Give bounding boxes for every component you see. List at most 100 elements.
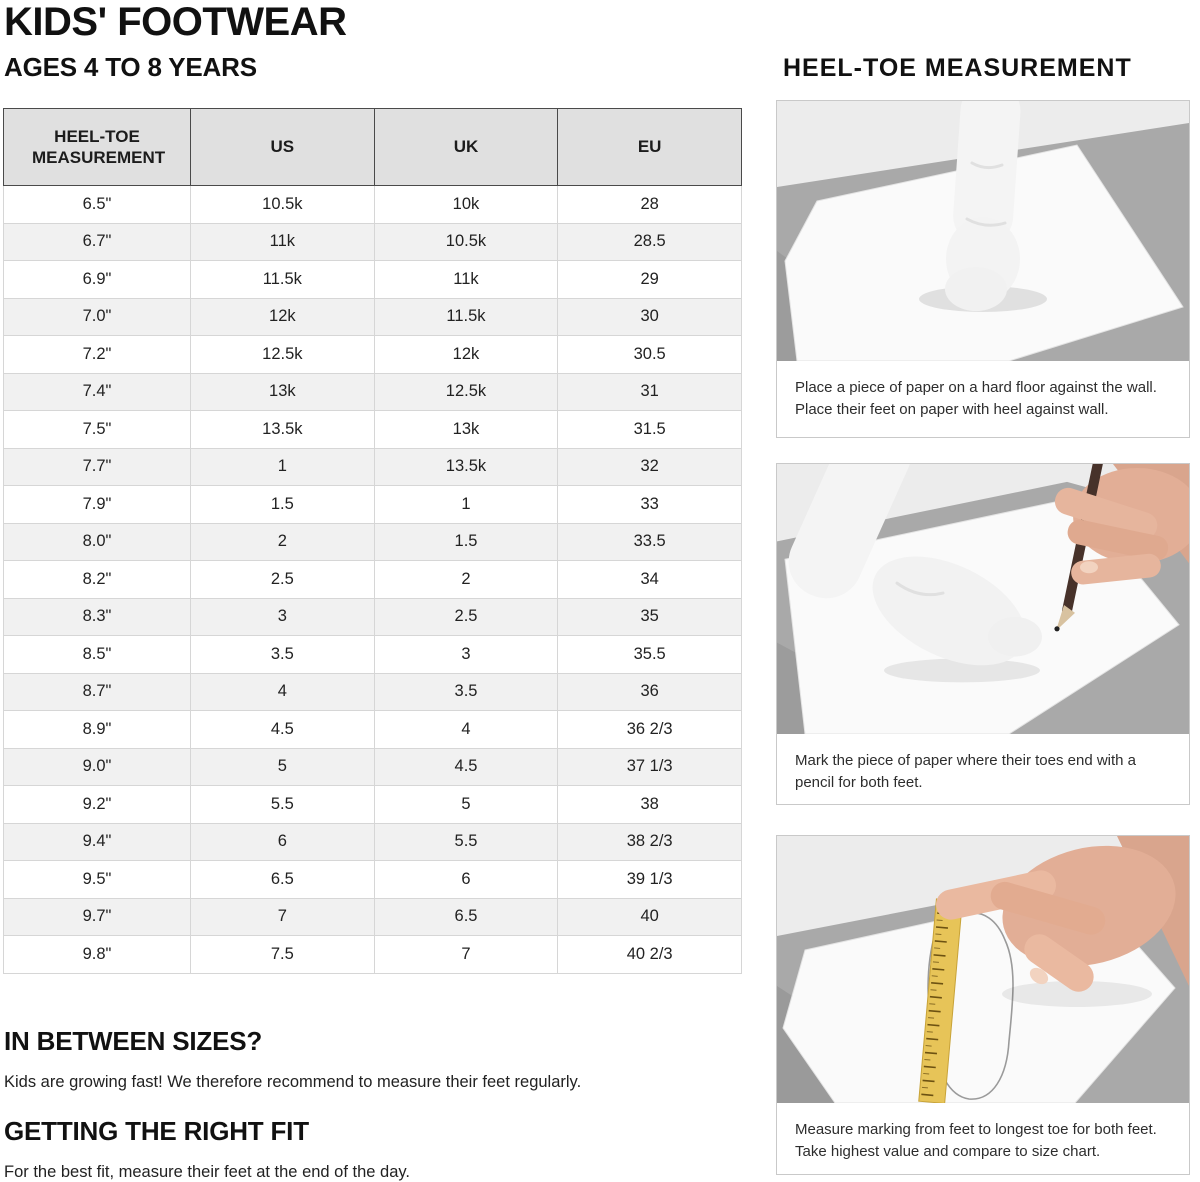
- size-chart-body: 6.5" 10.5k 10k 28 6.7" 11k 10.5k 28.5 6.9" 11.5k 1…: [3, 185, 742, 974]
- size-cell: 4: [373, 710, 559, 749]
- size-chart-column-header: UK: [373, 108, 559, 186]
- size-cell: 40 2/3: [557, 935, 742, 974]
- size-cell: 34: [557, 560, 742, 599]
- size-cell: 6.5: [373, 897, 559, 936]
- size-row: 7.9" 1.5 1 33: [3, 485, 742, 524]
- step-1-caption: Place a piece of paper on a hard floor a…: [795, 379, 1157, 418]
- size-cell: 1.5: [373, 522, 559, 561]
- size-cell: 5: [373, 785, 559, 824]
- size-cell: 11k: [190, 222, 375, 261]
- size-cell: 36 2/3: [557, 710, 742, 749]
- size-row: 9.8" 7.5 7 40 2/3: [3, 935, 742, 974]
- size-cell: 4: [190, 672, 375, 711]
- size-cell: 8.2": [3, 560, 191, 599]
- step-3-card: Measure marking from feet to longest toe…: [776, 835, 1190, 1175]
- size-row: 7.5" 13.5k 13k 31.5: [3, 410, 742, 449]
- size-cell: 4.5: [373, 747, 559, 786]
- size-cell: 10k: [373, 185, 559, 224]
- size-cell: 2: [190, 522, 375, 561]
- size-row: 8.3" 3 2.5 35: [3, 597, 742, 636]
- size-cell: 8.0": [3, 522, 191, 561]
- size-cell: 9.5": [3, 860, 191, 899]
- size-cell: 9.4": [3, 822, 191, 861]
- note-heading: IN BETWEEN SIZES?: [4, 1026, 263, 1056]
- size-cell: 12.5k: [190, 335, 375, 374]
- size-cell: 3.5: [190, 635, 375, 674]
- size-cell: 2: [373, 560, 559, 599]
- note-getting-the-right-fit: GETTING THE RIGHT FIT For the best fit, …: [4, 1116, 724, 1182]
- size-cell: 1: [373, 485, 559, 524]
- size-cell: 10.5k: [373, 222, 559, 261]
- step-2-caption: Mark the piece of paper where their toes…: [795, 752, 1137, 791]
- size-cell: 11.5k: [373, 297, 559, 336]
- size-chart-table: HEEL-TOE MEASUREMENT US UK EU 6.5" 10.5k 10k 2…: [3, 108, 742, 974]
- step-3-caption: Measure marking from feet to longest toe…: [795, 1121, 1157, 1160]
- size-row: 8.9" 4.5 4 36 2/3: [3, 710, 742, 749]
- size-cell: 2.5: [190, 560, 375, 599]
- size-row: 9.4" 6 5.5 38 2/3: [3, 822, 742, 861]
- size-cell: 6: [190, 822, 375, 861]
- size-cell: 7.5: [190, 935, 375, 974]
- size-cell: 5: [190, 747, 375, 786]
- size-cell: 1.5: [190, 485, 375, 524]
- size-cell: 10.5k: [190, 185, 375, 224]
- size-row: 9.5" 6.5 6 39 1/3: [3, 860, 742, 899]
- size-cell: 7.5": [3, 410, 191, 449]
- size-chart-column-header: EU: [557, 108, 742, 186]
- note-body: Kids are growing fast! We therefore reco…: [4, 1073, 582, 1091]
- size-cell: 8.5": [3, 635, 191, 674]
- guide-heading: HEEL-TOE MEASUREMENT: [783, 54, 1132, 82]
- note-heading: GETTING THE RIGHT FIT: [4, 1116, 309, 1146]
- size-cell: 3: [373, 635, 559, 674]
- size-cell: 31.5: [557, 410, 742, 449]
- step-2-card: Mark the piece of paper where their toes…: [776, 463, 1190, 805]
- size-row: 7.7" 1 13.5k 32: [3, 447, 742, 486]
- size-row: 7.4" 13k 12.5k 31: [3, 372, 742, 411]
- size-cell: 32: [557, 447, 742, 486]
- size-cell: 7.4": [3, 372, 191, 411]
- size-cell: 4.5: [190, 710, 375, 749]
- size-row: 8.5" 3.5 3 35.5: [3, 635, 742, 674]
- size-cell: 12k: [373, 335, 559, 374]
- size-chart-column-header: HEEL-TOE MEASUREMENT: [3, 108, 191, 186]
- size-cell: 11.5k: [190, 260, 375, 299]
- size-cell: 13k: [190, 372, 375, 411]
- foot-on-paper-against-wall-photo: [777, 101, 1189, 361]
- size-cell: 6: [373, 860, 559, 899]
- size-row: 8.0" 2 1.5 33.5: [3, 522, 742, 561]
- size-cell: 3.5: [373, 672, 559, 711]
- size-cell: 6.5: [190, 860, 375, 899]
- size-cell: 1: [190, 447, 375, 486]
- size-cell: 7.2": [3, 335, 191, 374]
- page-title: KIDS' FOOTWEAR: [4, 0, 347, 44]
- size-cell: 37 1/3: [557, 747, 742, 786]
- note-body: For the best fit, measure their feet at …: [4, 1163, 411, 1181]
- size-cell: 6.7": [3, 222, 191, 261]
- size-cell: 5.5: [373, 822, 559, 861]
- size-row: 8.2" 2.5 2 34: [3, 560, 742, 599]
- size-cell: 30: [557, 297, 742, 336]
- size-cell: 6.9": [3, 260, 191, 299]
- size-cell: 29: [557, 260, 742, 299]
- size-row: 8.7" 4 3.5 36: [3, 672, 742, 711]
- size-cell: 7.7": [3, 447, 191, 486]
- size-row: 9.7" 7 6.5 40: [3, 897, 742, 936]
- page-subtitle: AGES 4 TO 8 YEARS: [4, 52, 257, 82]
- size-cell: 38: [557, 785, 742, 824]
- size-cell: 7: [373, 935, 559, 974]
- size-row: 6.5" 10.5k 10k 28: [3, 185, 742, 224]
- size-cell: 11k: [373, 260, 559, 299]
- size-cell: 39 1/3: [557, 860, 742, 899]
- size-cell: 30.5: [557, 335, 742, 374]
- size-cell: 33: [557, 485, 742, 524]
- note-in-between-sizes: IN BETWEEN SIZES? Kids are growing fast!…: [4, 1026, 724, 1092]
- size-cell: 9.8": [3, 935, 191, 974]
- size-chart-column-header: US: [190, 108, 375, 186]
- size-row: 7.2" 12.5k 12k 30.5: [3, 335, 742, 374]
- size-cell: 35: [557, 597, 742, 636]
- size-cell: 7.0": [3, 297, 191, 336]
- size-cell: 9.0": [3, 747, 191, 786]
- size-cell: 13k: [373, 410, 559, 449]
- size-cell: 8.9": [3, 710, 191, 749]
